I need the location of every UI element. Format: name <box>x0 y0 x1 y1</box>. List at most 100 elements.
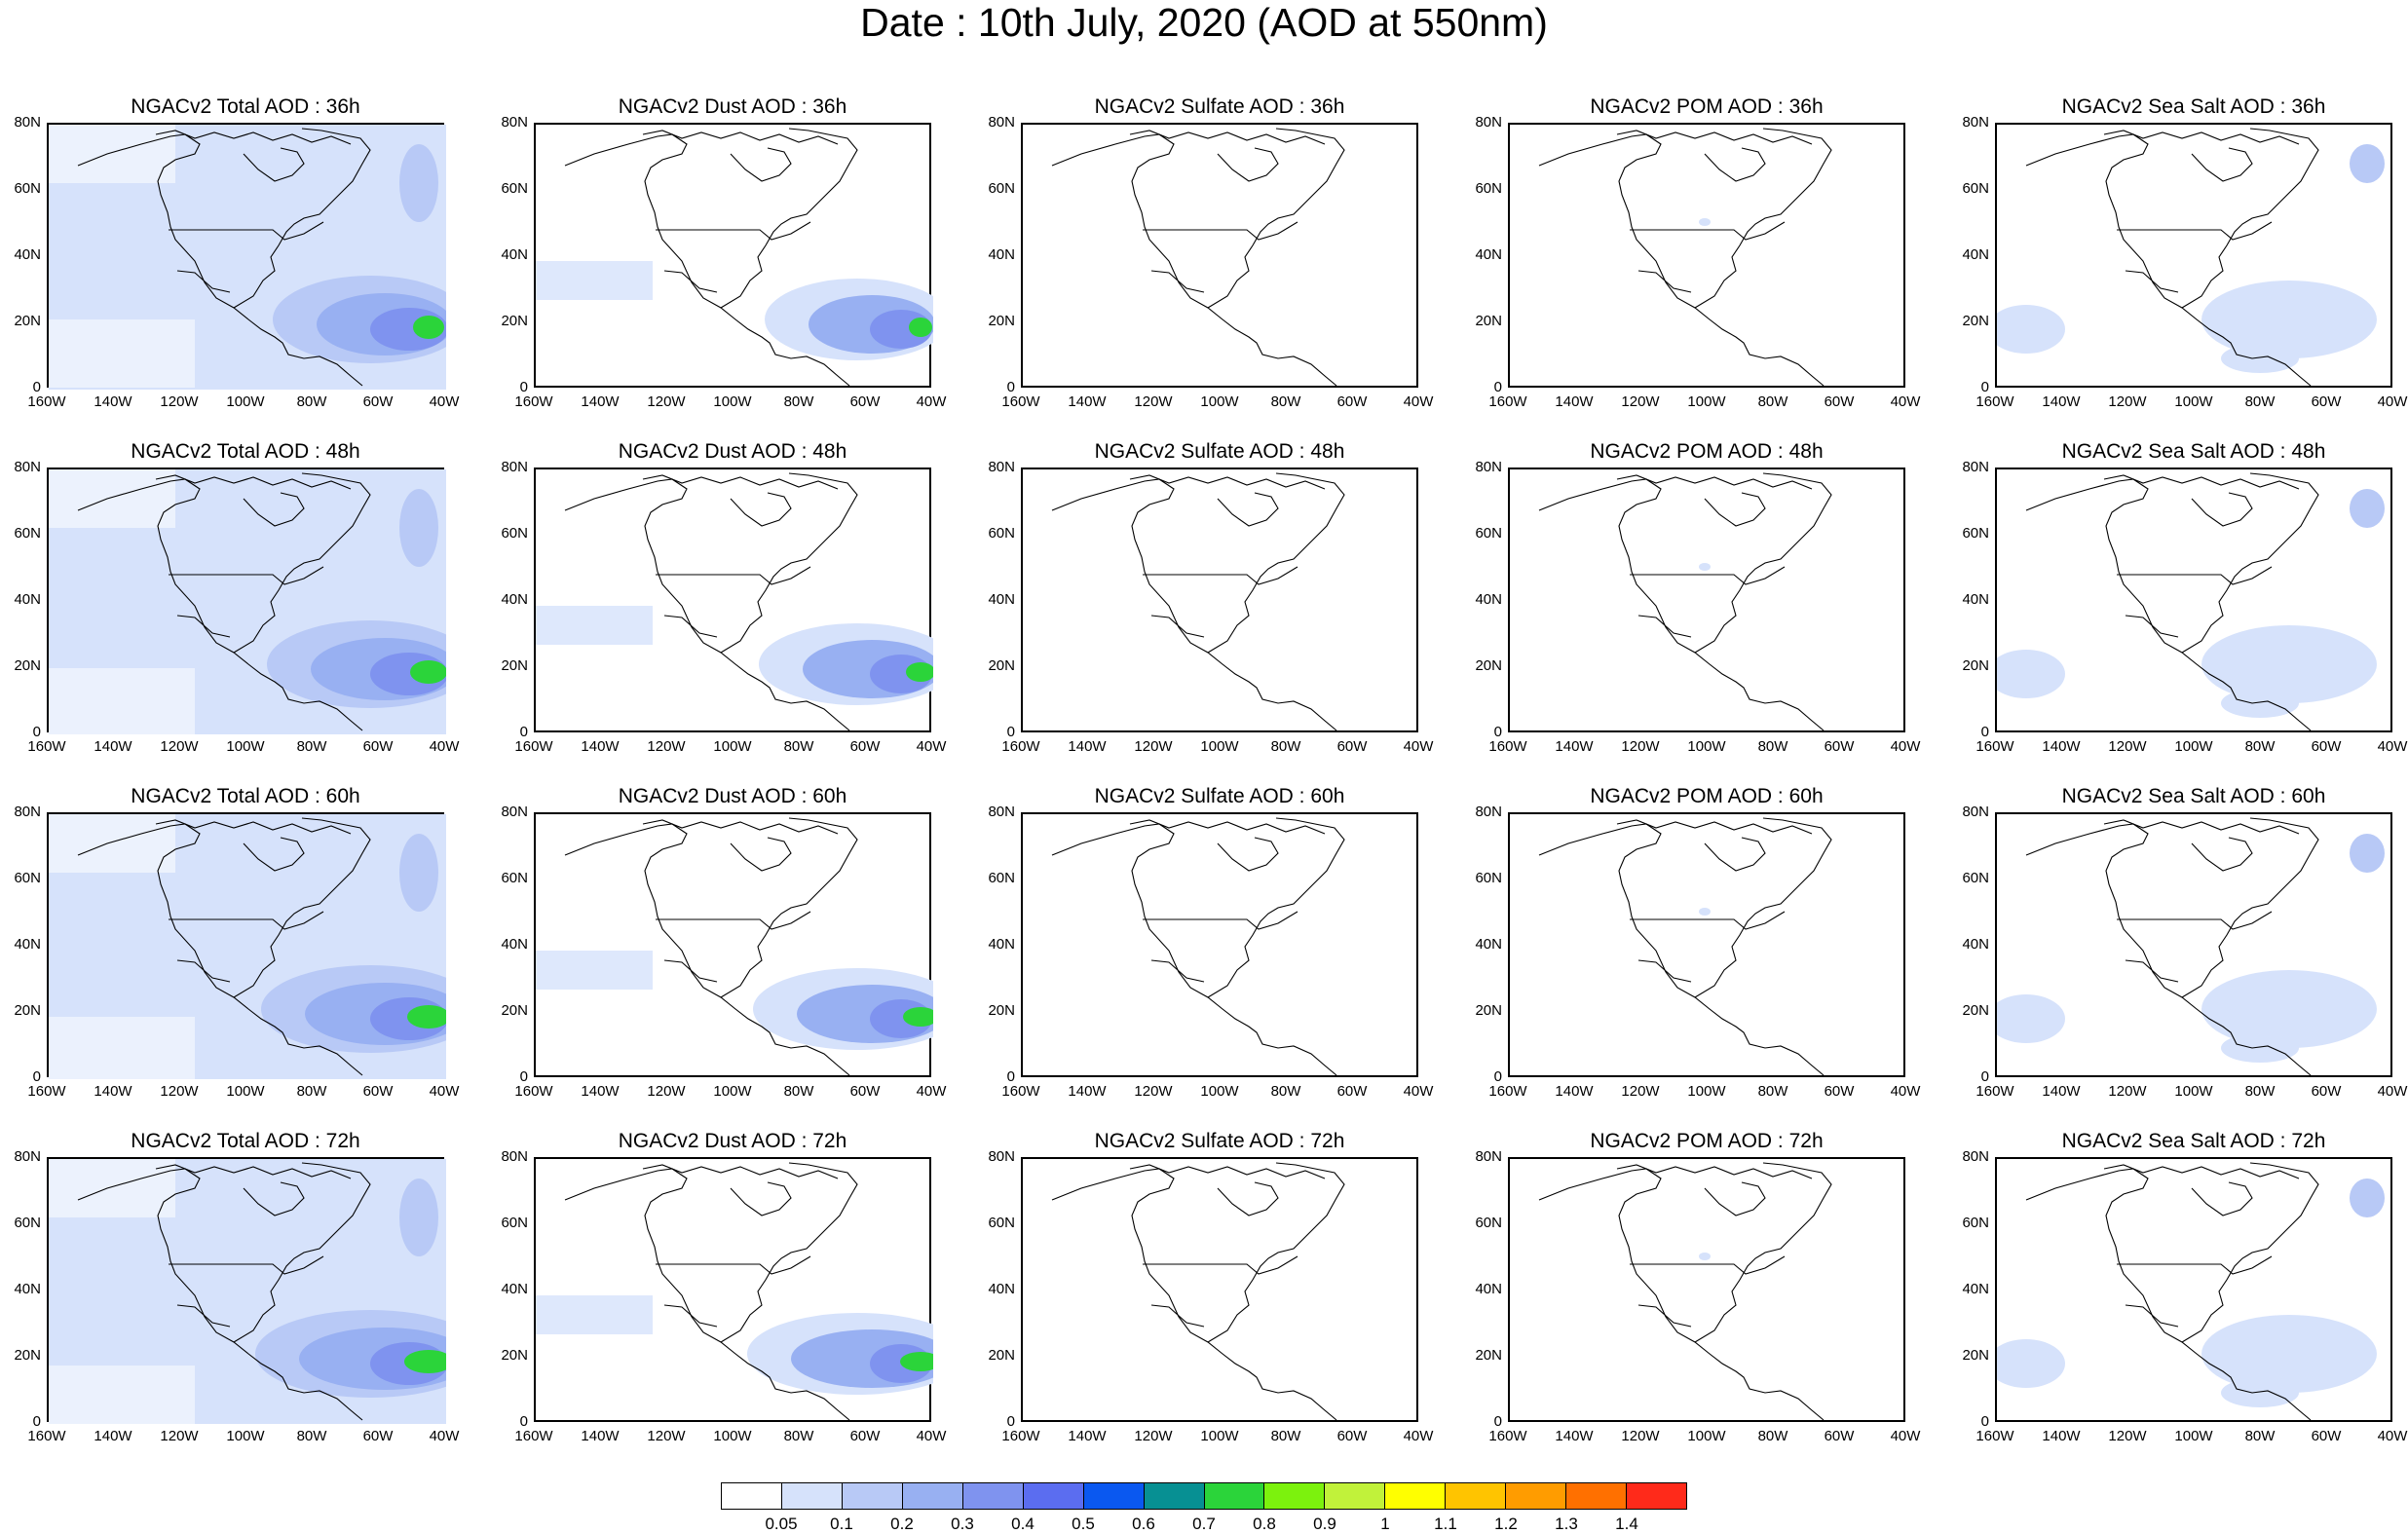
lat-tick-label: 20N <box>501 657 528 674</box>
map-panel: NGACv2 Dust AOD : 36h 80N 60N 40N 20N 0 160W 14… <box>501 95 946 410</box>
coastline <box>642 130 839 145</box>
panel-title: NGACv2 Sea Salt AOD : 48h <box>2061 440 2326 463</box>
map-frame <box>47 468 446 734</box>
lon-tick-label: 40W <box>2377 1428 2408 1444</box>
lon-tick-label: 140W <box>1555 1428 1594 1444</box>
coastline <box>1217 1181 1279 1216</box>
coastline <box>2181 128 2319 309</box>
lat-tick-label: 80N <box>14 1148 41 1165</box>
lon-tick-label: 160W <box>27 1428 66 1444</box>
panel-title: NGACv2 Dust AOD : 72h <box>618 1130 847 1152</box>
lat-tick-label: 60N <box>501 525 528 542</box>
aod-field-region <box>2221 689 2299 718</box>
lon-tick-label: 60W <box>362 393 394 410</box>
lon-tick-label: 120W <box>160 1428 199 1444</box>
lon-tick-label: 140W <box>581 1083 620 1100</box>
lon-tick-label: 80W <box>1270 1428 1301 1444</box>
lon-tick-label: 140W <box>1555 738 1594 755</box>
lon-tick-label: 100W <box>1687 738 1726 755</box>
lon-tick-label: 60W <box>849 738 881 755</box>
map-frame <box>1021 468 1418 732</box>
colorbar-swatch <box>1204 1483 1265 1509</box>
aod-field-region <box>2350 144 2385 183</box>
lat-tick-label: 60N <box>1962 180 1989 197</box>
panel-title: NGACv2 Total AOD : 60h <box>131 785 360 807</box>
aod-field-region <box>2350 834 2385 873</box>
lon-tick-label: 120W <box>1134 1083 1173 1100</box>
lon-tick-label: 60W <box>1824 393 1855 410</box>
lon-tick-label: 100W <box>1200 1428 1239 1444</box>
aod-field-region <box>2201 1315 2377 1393</box>
coastline <box>1704 492 1766 527</box>
lon-tick-label: 80W <box>296 1428 327 1444</box>
map-panel: NGACv2 POM AOD : 48h 80N 60N 40N 20N 0 160W 140… <box>1475 440 1920 755</box>
lon-tick-label: 40W <box>1890 738 1921 755</box>
aod-map <box>49 1159 446 1424</box>
country-border <box>2117 221 2273 241</box>
lat-tick-label: 40N <box>14 936 41 953</box>
lat-tick-label: 40N <box>988 246 1015 263</box>
aod-map <box>1051 472 1345 731</box>
lat-tick-label: 60N <box>988 1215 1015 1231</box>
country-border <box>2117 566 2273 585</box>
lat-tick-label: 20N <box>988 1002 1015 1019</box>
map-frame <box>1508 468 1905 732</box>
coastline <box>564 823 850 1076</box>
lon-tick-label: 140W <box>94 1083 132 1100</box>
lat-tick-label: 0 <box>519 1068 528 1085</box>
panel-title: NGACv2 Total AOD : 36h <box>131 95 360 118</box>
lat-tick-label: 80N <box>1475 114 1502 131</box>
coastline <box>2181 1162 2319 1343</box>
lat-tick-label: 40N <box>14 1281 41 1297</box>
coastline <box>1616 130 1813 145</box>
lat-tick-label: 60N <box>1475 525 1502 542</box>
lon-tick-label: 120W <box>1134 393 1173 410</box>
lon-tick-label: 140W <box>94 1428 132 1444</box>
panel-title: NGACv2 Sulfate AOD : 48h <box>1094 440 1345 463</box>
aod-field-region <box>2350 489 2385 528</box>
map-panel: NGACv2 Sulfate AOD : 48h 80N 60N 40N 20N 0 160… <box>988 440 1433 755</box>
lat-tick-label: 80N <box>14 804 41 820</box>
coastline <box>2103 819 2300 835</box>
aod-field-region <box>49 668 195 734</box>
coastline <box>730 492 792 527</box>
lat-tick-label: 80N <box>501 1148 528 1165</box>
country-border <box>1150 1304 1205 1328</box>
aod-field-region <box>1699 218 1711 226</box>
aod-map <box>1051 128 1345 387</box>
lon-tick-label: 160W <box>1488 393 1527 410</box>
lat-tick-label: 80N <box>501 459 528 475</box>
map-panel: NGACv2 Sea Salt AOD : 72h 80N 60N 40N 20N 0 16… <box>1962 1130 2407 1444</box>
lon-tick-label: 100W <box>1200 393 1239 410</box>
coastline <box>77 1168 363 1421</box>
lat-tick-label: 0 <box>519 1413 528 1430</box>
coastline <box>233 1162 371 1343</box>
lon-tick-label: 60W <box>1824 738 1855 755</box>
map-panel: NGACv2 Sea Salt AOD : 48h 80N 60N 40N 20N 0 16… <box>1962 440 2407 755</box>
lat-tick-label: 80N <box>988 114 1015 131</box>
lat-tick-label: 40N <box>1962 1281 1989 1297</box>
map-panel: NGACv2 POM AOD : 60h 80N 60N 40N 20N 0 160W 140… <box>1475 785 1920 1100</box>
coastline <box>1616 474 1813 490</box>
lat-tick-label: 20N <box>988 1347 1015 1364</box>
lon-tick-label: 120W <box>647 1083 686 1100</box>
lat-tick-label: 40N <box>501 936 528 953</box>
aod-field-region <box>906 662 933 682</box>
coastline <box>233 128 371 309</box>
colorbar-tick-label: 0.2 <box>890 1515 914 1533</box>
country-border <box>1143 1255 1298 1275</box>
map-panel: NGACv2 POM AOD : 36h 80N 60N 40N 20N 0 160W 140… <box>1475 95 1920 410</box>
lat-tick-label: 20N <box>501 313 528 329</box>
lat-tick-label: 40N <box>1962 591 1989 608</box>
coastline <box>642 819 839 835</box>
coastline <box>77 478 363 731</box>
lat-tick-label: 20N <box>14 657 41 674</box>
lon-tick-label: 140W <box>581 393 620 410</box>
panel-title: NGACv2 Dust AOD : 60h <box>618 785 847 807</box>
aod-field-region <box>2350 1179 2385 1217</box>
coastline <box>1538 1168 1825 1421</box>
aod-map <box>1997 817 2385 1076</box>
lon-tick-label: 100W <box>713 1083 752 1100</box>
lon-tick-label: 140W <box>94 393 132 410</box>
aod-map <box>1538 472 1832 731</box>
